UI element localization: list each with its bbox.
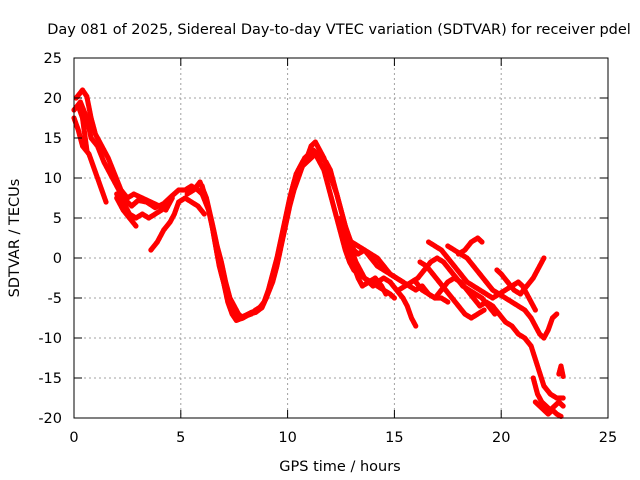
axis-ticks bbox=[73, 57, 609, 419]
series-arc-t bbox=[494, 255, 547, 297]
y-tick-label: -10 bbox=[38, 331, 62, 347]
data-point bbox=[560, 373, 566, 379]
data-point bbox=[560, 403, 566, 409]
data-series-group bbox=[71, 87, 566, 419]
series-arc-d bbox=[75, 103, 90, 153]
data-point bbox=[532, 307, 538, 313]
x-tick-label: 5 bbox=[176, 430, 185, 446]
series-arc-s bbox=[455, 235, 485, 257]
data-point bbox=[481, 307, 487, 313]
y-axis-label: SDTVAR / TECUs bbox=[7, 179, 23, 298]
data-point bbox=[201, 211, 207, 217]
data-point bbox=[413, 323, 419, 329]
series-arc-p bbox=[417, 259, 487, 321]
series-arc-e bbox=[114, 191, 171, 221]
series-arc-v bbox=[532, 399, 564, 419]
data-point bbox=[492, 311, 498, 317]
series-arc-o bbox=[413, 279, 451, 305]
series-arc-u bbox=[530, 375, 566, 413]
x-axis-label: GPS time / hours bbox=[279, 459, 400, 475]
data-point bbox=[479, 239, 485, 245]
series-arc-j bbox=[199, 151, 397, 323]
data-point bbox=[560, 395, 566, 401]
y-tick-labels: -20 -15 -10 -5 0 5 10 15 20 25 bbox=[38, 51, 62, 427]
series-arc-n bbox=[396, 255, 498, 317]
x-tick-label: 25 bbox=[599, 430, 617, 446]
data-point bbox=[391, 295, 397, 301]
y-tick-label: -15 bbox=[38, 371, 62, 387]
y-tick-label: 25 bbox=[44, 51, 62, 67]
data-point bbox=[554, 311, 560, 317]
chart-title: Day 081 of 2025, Sidereal Day-to-day VTE… bbox=[47, 22, 631, 38]
data-point bbox=[103, 199, 109, 205]
series-arc-k bbox=[338, 215, 389, 297]
data-point bbox=[133, 223, 139, 229]
series-arc-w bbox=[556, 363, 566, 379]
data-point bbox=[541, 255, 547, 261]
data-point bbox=[383, 291, 389, 297]
plot-frame bbox=[73, 57, 609, 419]
data-point bbox=[165, 201, 171, 207]
y-tick-label: -5 bbox=[48, 291, 62, 307]
x-tick-label: 0 bbox=[69, 430, 78, 446]
y-tick-label: 10 bbox=[44, 171, 62, 187]
series-arc-g bbox=[148, 195, 207, 253]
series-arc-f bbox=[114, 195, 139, 229]
y-tick-label: 5 bbox=[53, 211, 62, 227]
series-arc-r bbox=[445, 243, 538, 313]
series-arc-b bbox=[73, 87, 175, 213]
x-tick-label: 10 bbox=[278, 430, 296, 446]
y-tick-label: 0 bbox=[53, 251, 62, 267]
y-tick-label: 20 bbox=[44, 91, 62, 107]
x-tick-labels: 0 5 10 15 20 25 bbox=[69, 430, 617, 446]
data-point bbox=[84, 147, 90, 153]
x-tick-label: 20 bbox=[492, 430, 510, 446]
y-tick-label: -20 bbox=[38, 411, 62, 427]
data-point bbox=[169, 195, 175, 201]
data-point bbox=[445, 299, 451, 305]
x-tick-label: 15 bbox=[385, 430, 403, 446]
series-arc-q bbox=[425, 239, 560, 341]
y-tick-label: 15 bbox=[44, 131, 62, 147]
